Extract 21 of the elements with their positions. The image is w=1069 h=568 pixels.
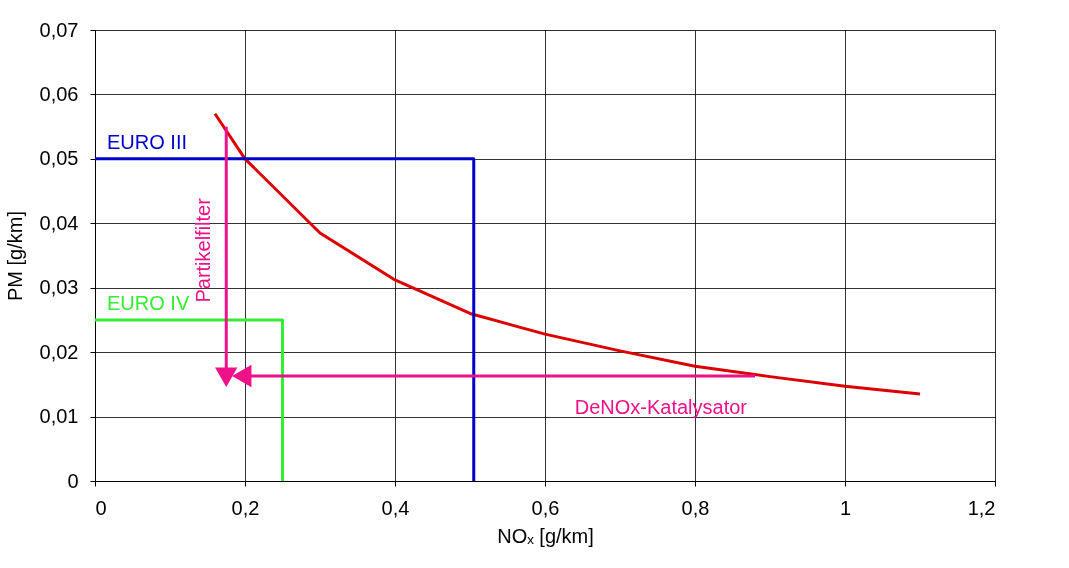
- x-tick-label: 0,2: [231, 496, 260, 519]
- x-tick-label: 0,6: [531, 496, 560, 519]
- line-series: [213, 112, 922, 396]
- x-tick-label: 0,4: [381, 496, 410, 519]
- y-tick-label: 0,05: [39, 147, 79, 170]
- x-tick-label: 0: [95, 496, 107, 519]
- x-tick-label: 1,2: [967, 496, 996, 519]
- x-axis-title: NOₓ [g/km]: [497, 524, 594, 547]
- y-tick-label: 0,01: [39, 405, 79, 428]
- y-tick-label: 0,06: [39, 82, 79, 105]
- y-axis-title: PM [g/km]: [3, 210, 26, 302]
- series-label: EURO III: [107, 130, 188, 153]
- y-tick-label: 0,04: [39, 211, 79, 234]
- series-label: EURO IV: [107, 291, 190, 314]
- y-tick-label: 0: [67, 469, 79, 492]
- y-tick-label: 0,02: [39, 340, 79, 363]
- y-tick-label: 0,03: [39, 276, 79, 299]
- x-tick-label: 0,8: [681, 496, 710, 519]
- annotation: Partikelfilter: [192, 197, 215, 303]
- x-tick-label: 1: [839, 496, 852, 519]
- y-tick-label: 0,07: [39, 18, 79, 41]
